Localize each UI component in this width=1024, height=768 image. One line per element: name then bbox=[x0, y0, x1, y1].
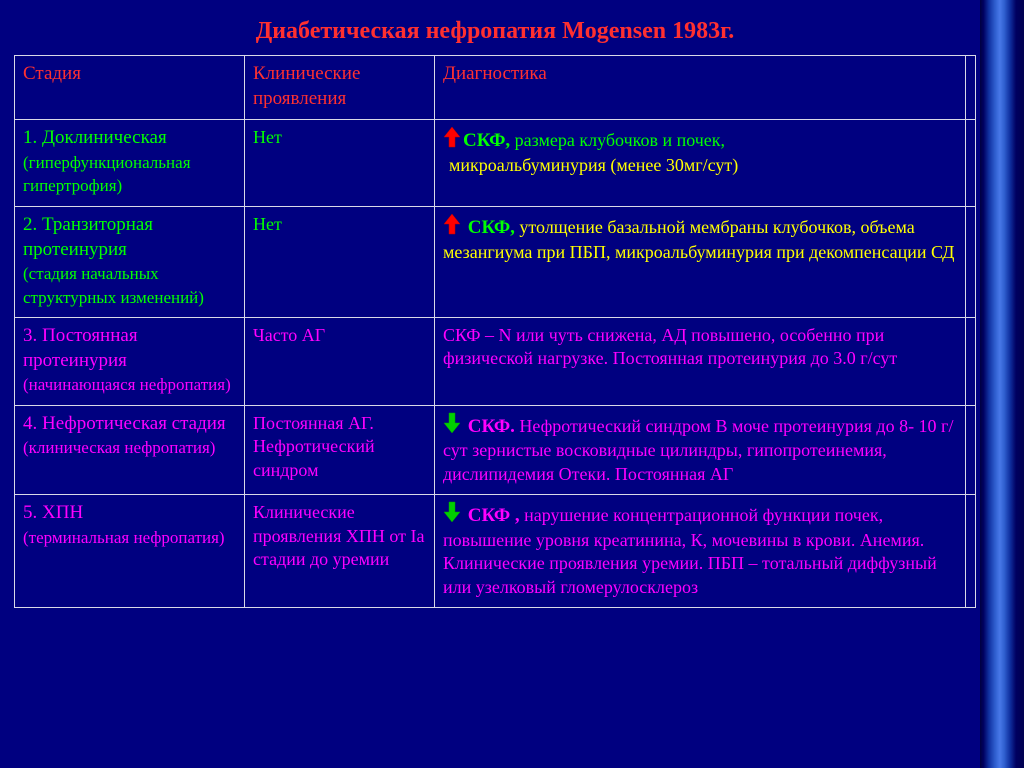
cell-diagnostics: СКФ , нарушение концентрационной функции… bbox=[435, 495, 966, 608]
header-diagnostics: Диагностика bbox=[435, 56, 966, 120]
stage-sub: (клиническая нефропатия) bbox=[23, 438, 215, 457]
stage-main: 3. Постоянная протеинурия bbox=[23, 325, 138, 371]
cell-empty bbox=[966, 206, 976, 317]
nephropathy-table: Стадия Клинические проявления Диагностик… bbox=[14, 55, 976, 608]
table-row: 1. Доклиническая (гиперфункциональная гип… bbox=[15, 120, 976, 206]
stage-main: 2. Транзиторная протеинурия bbox=[23, 214, 153, 260]
diag-text: утолщение базальной мембраны клубочков, … bbox=[443, 217, 954, 262]
diag-line: микроальбуминурия (менее 30мг/сут) bbox=[443, 154, 957, 177]
cell-diagnostics: СКФ, утолщение базальной мембраны клубоч… bbox=[435, 206, 966, 317]
stage-main: 5. ХПН bbox=[23, 502, 83, 523]
clinical-text: Нет bbox=[253, 127, 282, 147]
stage-sub: (гиперфункциональная гипертрофия) bbox=[23, 153, 191, 195]
diag-lead: СКФ , bbox=[463, 505, 520, 526]
cell-diagnostics: СКФ – N или чуть снижена, АД повышено, о… bbox=[435, 318, 966, 406]
stage-sub: (начинающаяся нефропатия) bbox=[23, 375, 231, 394]
table-row: 3. Постоянная протеинурия (начинающаяся н… bbox=[15, 318, 976, 406]
diag-text: размера клубочков и почек, bbox=[510, 130, 725, 150]
stage-main: 4. Нефротическая стадия bbox=[23, 413, 226, 434]
cell-clinical: Клинические проявления ХПН от Iа стадии … bbox=[245, 495, 435, 608]
slide-title: Диабетическая нефропатия Mogensen 1983г. bbox=[14, 18, 976, 45]
clinical-text: Постоянная АГ. Нефротический синдром bbox=[253, 413, 375, 480]
cell-empty bbox=[966, 318, 976, 406]
cell-stage: 4. Нефротическая стадия (клиническая неф… bbox=[15, 405, 245, 494]
arrow-down-icon bbox=[443, 412, 461, 434]
cell-empty bbox=[966, 120, 976, 206]
cell-diagnostics: СКФ. Нефротический синдром В моче протеи… bbox=[435, 405, 966, 494]
header-stage: Стадия bbox=[15, 56, 245, 120]
stage-sub: (стадия начальных структурных изменений) bbox=[23, 264, 204, 306]
table-row: 4. Нефротическая стадия (клиническая неф… bbox=[15, 405, 976, 494]
cell-clinical: Часто АГ bbox=[245, 318, 435, 406]
clinical-text: Клинические проявления ХПН от Iа стадии … bbox=[253, 502, 424, 569]
diag-text: микроальбуминурия (менее 30мг/сут) bbox=[449, 155, 738, 175]
header-clinical: Клинические проявления bbox=[245, 56, 435, 120]
stage-sub: (терминальная нефропатия) bbox=[23, 528, 225, 547]
diag-line: СКФ. Нефротический синдром В моче протеи… bbox=[443, 412, 957, 486]
diag-line: СКФ, утолщение базальной мембраны клубоч… bbox=[443, 213, 957, 264]
diag-text: Нефротический синдром В моче протеинурия… bbox=[443, 416, 953, 484]
diag-line: СКФ , нарушение концентрационной функции… bbox=[443, 501, 957, 599]
arrow-down-icon bbox=[443, 501, 461, 523]
cell-empty bbox=[966, 495, 976, 608]
clinical-text: Нет bbox=[253, 214, 282, 234]
cell-clinical: Нет bbox=[245, 206, 435, 317]
arrow-up-icon bbox=[443, 126, 461, 148]
header-empty bbox=[966, 56, 976, 120]
diag-lead: СКФ, bbox=[463, 217, 515, 238]
cell-stage: 2. Транзиторная протеинурия(стадия начал… bbox=[15, 206, 245, 317]
diag-lead: СКФ, bbox=[463, 130, 510, 151]
table-header-row: Стадия Клинические проявления Диагностик… bbox=[15, 56, 976, 120]
cell-empty bbox=[966, 405, 976, 494]
table-row: 2. Транзиторная протеинурия(стадия начал… bbox=[15, 206, 976, 317]
slide-content: Диабетическая нефропатия Mogensen 1983г.… bbox=[0, 0, 980, 768]
diag-line: СКФ – N или чуть снижена, АД повышено, о… bbox=[443, 324, 957, 371]
cell-stage: 5. ХПН (терминальная нефропатия) bbox=[15, 495, 245, 608]
cell-diagnostics: СКФ, размера клубочков и почек,микроальб… bbox=[435, 120, 966, 206]
cell-stage: 3. Постоянная протеинурия (начинающаяся н… bbox=[15, 318, 245, 406]
clinical-text: Часто АГ bbox=[253, 325, 325, 345]
table-row: 5. ХПН (терминальная нефропатия) Клиническ… bbox=[15, 495, 976, 608]
decorative-side-strip bbox=[980, 0, 1024, 768]
diag-lead: СКФ. bbox=[463, 416, 515, 437]
cell-clinical: Постоянная АГ. Нефротический синдром bbox=[245, 405, 435, 494]
diag-text: СКФ – N или чуть снижена, АД повышено, о… bbox=[443, 325, 897, 368]
diag-line: СКФ, размера клубочков и почек, bbox=[443, 126, 957, 154]
cell-stage: 1. Доклиническая (гиперфункциональная гип… bbox=[15, 120, 245, 206]
arrow-up-icon bbox=[443, 213, 461, 235]
stage-main: 1. Доклиническая bbox=[23, 127, 167, 148]
cell-clinical: Нет bbox=[245, 120, 435, 206]
